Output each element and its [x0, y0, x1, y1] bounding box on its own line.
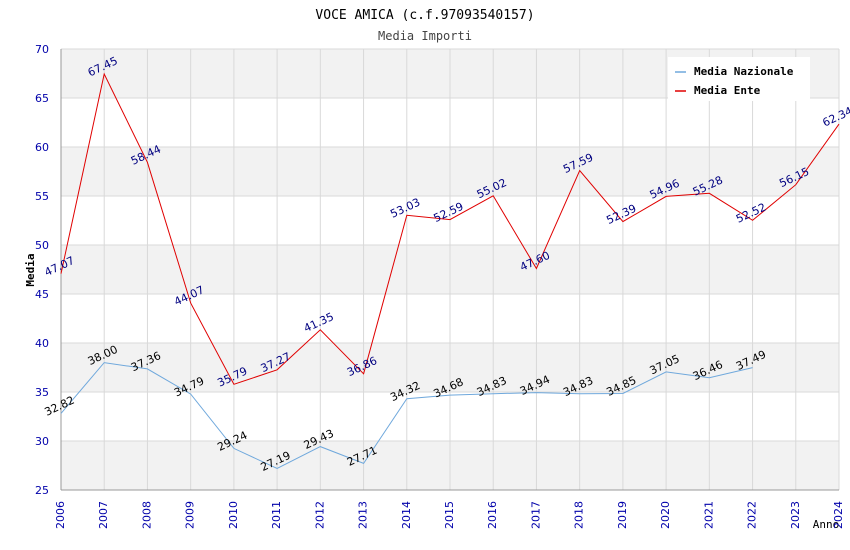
y-tick-label: 30	[35, 435, 49, 448]
legend-label-media-ente: Media Ente	[694, 84, 761, 97]
axes	[60, 49, 839, 491]
series-line-media-ente	[60, 72, 840, 385]
y-tick-label: 55	[35, 190, 49, 203]
x-tick-label: 2022	[746, 501, 759, 529]
chart-subtitle: Media Importi	[378, 29, 472, 43]
x-tick-label: 2012	[313, 501, 326, 529]
x-tick-label: 2008	[140, 501, 153, 529]
y-tick-label: 50	[35, 239, 49, 252]
data-label-media-ente: 52.52	[734, 201, 768, 226]
chart-title: VOCE AMICA (c.f.97093540157)	[315, 8, 534, 23]
x-tick-label: 2015	[443, 501, 456, 529]
legend-box	[668, 57, 810, 101]
y-axis-label: Media	[24, 253, 37, 286]
y-tick-label: 35	[35, 386, 49, 399]
x-tick-label: 2011	[270, 501, 283, 529]
data-label-media-ente: 52.59	[431, 200, 465, 225]
x-tick-label: 2017	[529, 501, 542, 529]
x-tick-label: 2023	[789, 501, 802, 529]
x-tick-label: 2014	[400, 501, 413, 529]
data-label-media-ente: 62.34	[820, 104, 850, 129]
x-tick-label: 2021	[702, 501, 715, 529]
x-tick-label: 2013	[357, 501, 370, 529]
legend-label-media-nazionale: Media Nazionale	[694, 65, 794, 78]
y-tick-label: 25	[35, 484, 49, 497]
x-tick-label: 2006	[54, 501, 67, 529]
data-label-media-ente: 53.03	[388, 196, 422, 221]
y-tick-label: 45	[35, 288, 49, 301]
x-tick-label: 2016	[486, 501, 499, 529]
x-tick-label: 2009	[184, 501, 197, 529]
y-tick-labels: 25 30 35 40 45 50 55 60 65 70	[35, 43, 49, 497]
x-tick-labels: 2006 2007 2008 2009 2010 2011 2012 2013 2014 2015…	[54, 501, 845, 529]
y-tick-label: 70	[35, 43, 49, 56]
x-axis-label: Anno	[813, 518, 840, 531]
x-tick-label: 2007	[97, 501, 110, 529]
y-tick-label: 40	[35, 337, 49, 350]
x-tick-label: 2010	[227, 501, 240, 529]
series-lines	[60, 72, 840, 470]
x-tick-label: 2019	[616, 501, 629, 529]
x-tick-label: 2024	[832, 501, 845, 529]
series-line-media-nazionale	[60, 362, 753, 470]
y-tick-label: 65	[35, 92, 49, 105]
x-tick-label: 2018	[573, 501, 586, 529]
legend: Media Nazionale Media Ente	[668, 57, 810, 101]
y-tick-label: 60	[35, 141, 49, 154]
x-tick-label: 2020	[659, 501, 672, 529]
